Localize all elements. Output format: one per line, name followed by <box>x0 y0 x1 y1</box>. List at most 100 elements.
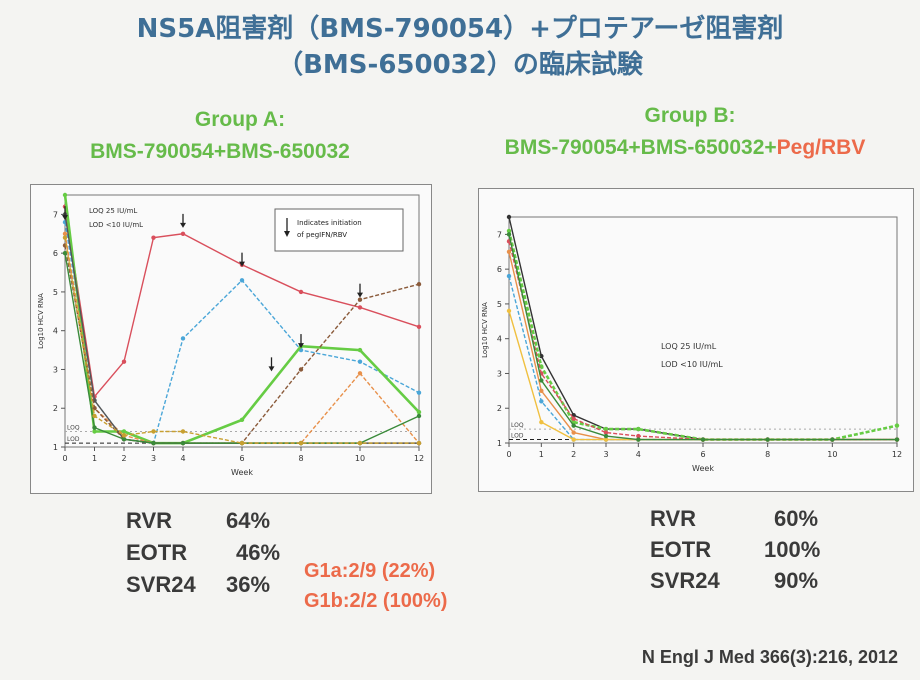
data-point <box>506 214 512 220</box>
x-tick-label: 6 <box>700 450 705 459</box>
data-point <box>539 353 544 359</box>
group-b-stat-eotr: EOTR 100% <box>650 537 820 563</box>
legend-text: Indicates initiation <box>297 219 362 227</box>
data-point <box>539 378 544 383</box>
x-tick-label: 4 <box>180 454 185 463</box>
y-tick-label: 4 <box>53 327 58 336</box>
x-tick-label: 12 <box>414 454 424 463</box>
y-axis-label: Log10 HCV RNA <box>37 293 45 349</box>
loq-annotation: LOQ 25 IU/mL <box>661 342 717 351</box>
data-point <box>416 390 422 395</box>
x-tick-label: 0 <box>62 454 67 463</box>
stat-label: SVR24 <box>126 572 196 597</box>
x-tick-label: 3 <box>151 454 156 463</box>
arrow-head-icon <box>62 215 68 221</box>
data-point <box>506 228 512 234</box>
y-tick-label: 7 <box>53 210 58 219</box>
stat-label: RVR <box>126 508 173 533</box>
stat-value: 46% <box>236 540 281 565</box>
y-tick-label: 1 <box>497 439 502 448</box>
x-tick-label: 12 <box>892 450 902 459</box>
lod-label: LOD <box>67 436 80 443</box>
arrow-head-icon <box>239 261 245 267</box>
x-tick-label: 6 <box>239 454 244 463</box>
data-point <box>700 437 706 442</box>
data-point <box>92 425 97 430</box>
arrow-head-icon <box>357 292 363 298</box>
stat-label: SVR24 <box>650 568 720 593</box>
data-point <box>603 426 609 432</box>
genotype-1a-result: G1a:2/9 (22%) <box>304 560 436 582</box>
citation: N Engl J Med 366(3):216, 2012 <box>641 647 898 667</box>
group-a-label: Group A: <box>194 108 286 131</box>
data-point <box>239 440 245 446</box>
data-point <box>571 430 576 435</box>
group-b-regimen: BMS-790054+BMS-650032+Peg/RBV <box>452 136 918 160</box>
y-tick-label: 5 <box>497 300 502 309</box>
group-b-regimen-prefix: BMS-790054+BMS-650032+ <box>504 136 777 159</box>
data-point <box>539 388 544 394</box>
data-point <box>180 440 186 446</box>
data-point <box>92 413 97 419</box>
series-line <box>507 230 898 441</box>
data-point <box>62 235 68 240</box>
data-point <box>894 437 900 442</box>
series-line <box>508 310 897 441</box>
series-line <box>508 216 897 441</box>
data-point <box>239 417 245 423</box>
data-point <box>506 273 512 279</box>
x-tick-label: 1 <box>92 454 97 463</box>
data-point <box>765 437 770 442</box>
data-point <box>416 324 422 330</box>
arrow-head-icon <box>298 343 304 349</box>
data-point <box>180 429 186 434</box>
y-tick-label: 6 <box>497 265 502 274</box>
stat-label: EOTR <box>650 537 712 562</box>
loq-annotation: LOQ 25 IU/mL <box>89 207 137 215</box>
y-tick-label: 2 <box>53 404 58 413</box>
data-point <box>151 235 156 240</box>
data-point <box>121 437 127 442</box>
x-axis-label: Week <box>231 468 253 477</box>
stat-value: 36% <box>226 572 271 597</box>
data-point <box>894 423 900 428</box>
series-line <box>508 241 897 441</box>
lod-label: LOD <box>511 433 524 440</box>
data-point <box>539 419 544 425</box>
y-tick-label: 7 <box>497 230 502 239</box>
arrow-head-icon <box>180 222 186 228</box>
data-point <box>62 231 68 236</box>
data-point <box>830 437 835 442</box>
arrow-head-icon <box>268 366 275 372</box>
data-point <box>62 250 68 256</box>
data-point <box>571 416 576 421</box>
data-point <box>539 399 544 404</box>
group-a-stat-eotr: EOTR 46% <box>126 540 280 566</box>
x-axis-label: Week <box>692 464 714 473</box>
genotype-1b-result: G1b:2/2 (100%) <box>304 590 448 612</box>
loq-label: LOQ <box>67 424 80 431</box>
data-point <box>416 440 422 446</box>
group-b-stat-rvr: RVR 60% <box>650 506 818 532</box>
data-point <box>180 231 186 236</box>
data-point <box>357 371 363 376</box>
x-tick-label: 3 <box>603 450 608 459</box>
data-point <box>180 336 186 341</box>
data-point <box>151 429 156 434</box>
y-tick-label: 4 <box>497 335 502 344</box>
data-point <box>92 429 97 434</box>
data-point <box>539 364 544 369</box>
series-line <box>64 245 420 444</box>
data-point <box>298 289 304 295</box>
data-point <box>239 278 245 283</box>
y-axis-label: Log10 HCV RNA <box>481 302 489 358</box>
x-tick-label: 4 <box>636 450 641 459</box>
data-point <box>571 423 576 428</box>
slide-title-line2: （BMS-650032）の臨床試験 <box>277 50 643 80</box>
stat-label: EOTR <box>126 540 188 565</box>
x-tick-label: 8 <box>298 454 303 463</box>
stat-value: 100% <box>764 537 821 562</box>
lod-annotation: LOD <10 IU/mL <box>661 360 723 369</box>
data-point <box>636 426 641 432</box>
